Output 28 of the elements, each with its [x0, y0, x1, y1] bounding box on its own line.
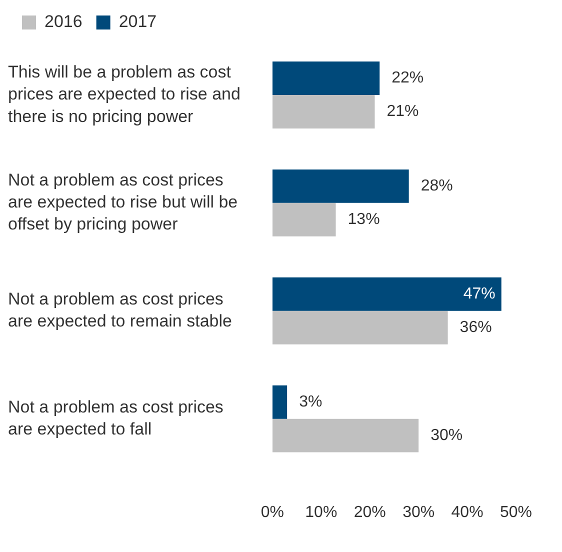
x-tick-label: 0% [260, 504, 284, 521]
y-tick-label: Not a problem as cost prices are expected to fall [8, 397, 224, 439]
x-tick-label: 10% [305, 504, 338, 521]
data-label: 22% [392, 70, 424, 87]
y-tick-label: Not a problem as cost prices are expected to rise but will be offset by pricing power [8, 170, 238, 234]
data-label: 3% [299, 394, 322, 410]
x-tick-label: 30% [402, 504, 435, 521]
data-label: 47% [463, 286, 496, 303]
data-label: 30% [430, 426, 463, 444]
x-tick-label: 50% [500, 504, 532, 521]
x-tick-label: 40% [451, 504, 484, 521]
bar [272, 310, 448, 344]
bar [272, 385, 288, 419]
bar [272, 418, 419, 452]
data-label: 13% [348, 211, 380, 228]
bar [272, 94, 375, 128]
data-label: 36% [460, 319, 492, 336]
bar [272, 277, 502, 311]
x-tick-label: 20% [354, 504, 386, 521]
legend-label: 2016 [44, 12, 82, 32]
legend-label: 2017 [118, 12, 157, 32]
y-tick-label: This will be a problem as cost prices are expected to rise and there is no pricing power [8, 62, 240, 126]
y-tick-label: Not a problem as cost prices are expected to remain stable [8, 290, 232, 331]
data-label: 21% [386, 103, 419, 120]
bar [272, 169, 409, 203]
bar [272, 202, 336, 236]
bar [272, 62, 380, 95]
data-label: 28% [420, 178, 453, 195]
